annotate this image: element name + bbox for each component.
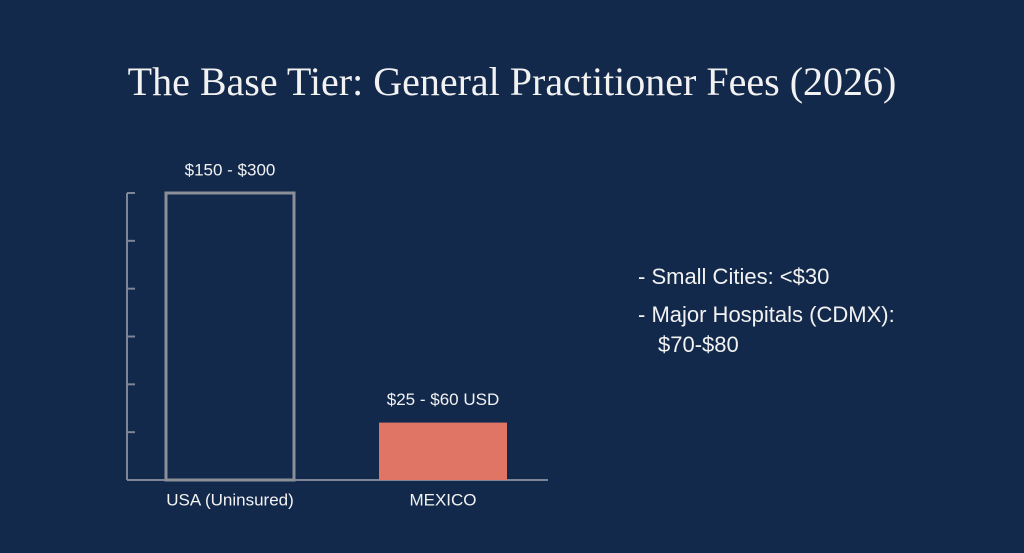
notes: - Small Cities: <$30 - Major Hospitals (C… — [638, 262, 968, 368]
x-tick-label: USA (Uninsured) — [166, 490, 294, 509]
value-label: $150 - $300 — [185, 160, 276, 179]
x-tick-label: MEXICO — [409, 490, 476, 509]
value-label: $25 - $60 USD — [387, 390, 499, 409]
annotation: - Small Cities: <$30 — [638, 264, 830, 289]
annotation: - Major Hospitals (CDMX): $70-$80 — [638, 302, 895, 357]
chart-title: The Base Tier: General Practitioner Fees… — [127, 59, 897, 104]
bar — [379, 422, 507, 480]
bar — [164, 191, 296, 482]
